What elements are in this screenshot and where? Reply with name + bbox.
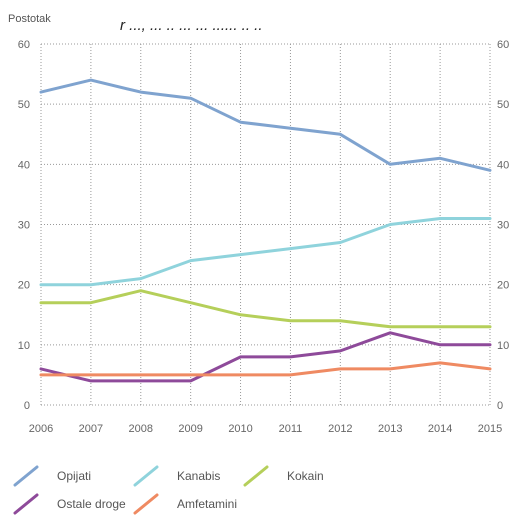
legend-item: Amfetamini [133,493,237,515]
legend-item: Kanabis [133,465,220,487]
x-tick-label: 2006 [29,423,53,435]
y-tick-label: 0 [24,400,30,412]
y-tick-label: 60 [18,39,30,51]
series-line [39,289,492,329]
legend-swatch [13,493,39,515]
legend-item: Kokain [243,465,324,487]
legend-swatch [13,465,39,487]
x-tick-labels: 2006 2007 2008 2009 2010 2011 2012 2013 2014 2015 [29,423,502,435]
y-tick-labels-left: 0 10 20 30 40 50 60 [18,39,30,412]
y-tick-labels-right: 0 10 20 30 40 50 60 [497,39,509,412]
x-tick-label: 2011 [279,423,303,435]
series-line [39,217,492,287]
y-tick-label: 50 [497,99,509,111]
cut-off-header-text: r ..., ... .. ... ... ...... .. .. [120,17,263,34]
series-line [39,78,492,172]
legend-label: Kanabis [177,469,220,483]
y-tick-label: 10 [18,340,30,352]
series-line [39,331,492,383]
legend-swatch [243,465,269,487]
x-tick-label: 2007 [79,423,103,435]
series-lines [39,78,492,383]
legend-label: Opijati [57,469,91,483]
x-tick-label: 2008 [129,423,153,435]
y-axis-label: Postotak [8,13,51,25]
y-tick-label: 40 [18,159,30,171]
x-tick-label: 2013 [378,423,402,435]
y-tick-label: 50 [18,99,30,111]
y-tick-label: 30 [497,220,509,232]
x-tick-label: 2010 [228,423,252,435]
x-tick-label: 2015 [478,423,502,435]
y-tick-label: 20 [497,280,509,292]
x-tick-label: 2014 [428,423,452,435]
y-tick-label: 60 [497,39,509,51]
legend-label: Amfetamini [177,497,237,511]
legend-label: Ostale droge [57,497,126,511]
y-tick-label: 20 [18,280,30,292]
y-tick-label: 30 [18,220,30,232]
y-tick-label: 0 [497,400,503,412]
legend-item: Ostale droge [13,493,126,515]
grid [40,43,491,406]
x-tick-label: 2012 [328,423,352,435]
legend-swatch [133,465,159,487]
legend-item: Opijati [13,465,91,487]
series-line [39,361,492,377]
y-tick-label: 40 [497,159,509,171]
legend: Opijati Kanabis Kokain Ostale droge Amfetami… [13,465,324,515]
x-tick-label: 2009 [178,423,202,435]
legend-label: Kokain [287,469,324,483]
y-tick-label: 10 [497,340,509,352]
legend-swatch [133,493,159,515]
